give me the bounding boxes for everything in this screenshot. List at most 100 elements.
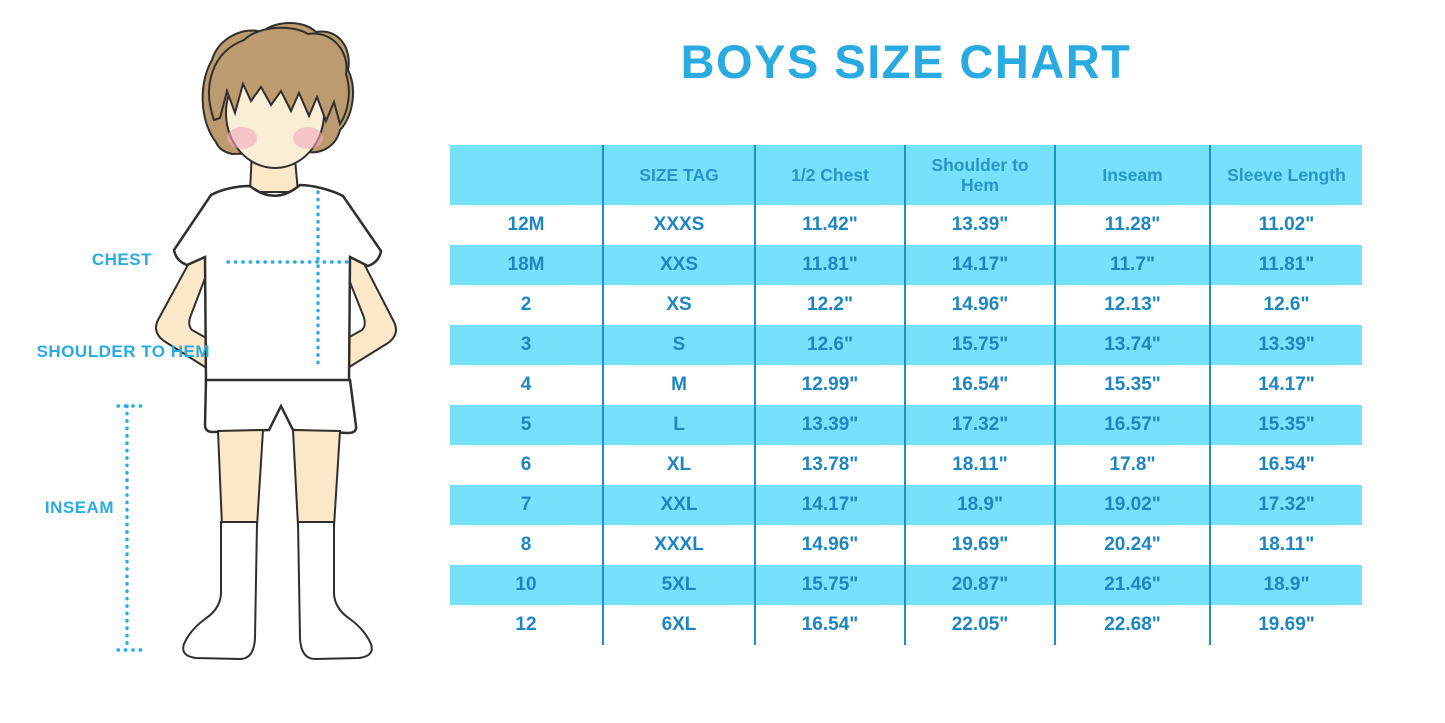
value-cell: 16.54" <box>754 605 905 645</box>
size-cell: 12M <box>450 205 603 245</box>
table-row: 6 XL 13.78" 18.11" 17.8" 16.54" <box>450 445 1362 485</box>
value-cell: 13.39" <box>754 405 905 445</box>
value-cell: 14.17" <box>904 245 1055 285</box>
table-row: 5 L 13.39" 17.32" 16.57" 15.35" <box>450 405 1362 445</box>
table-row: 18M XXS 11.81" 14.17" 11.7" 11.81" <box>450 245 1362 285</box>
value-cell: XXS <box>602 245 755 285</box>
value-cell: 22.68" <box>1054 605 1210 645</box>
size-cell: 2 <box>450 285 603 325</box>
column-header: SIZE TAG <box>602 145 755 205</box>
value-cell: 20.24" <box>1054 525 1210 565</box>
value-cell: 21.46" <box>1054 565 1210 605</box>
column-header: Inseam <box>1054 145 1210 205</box>
value-cell: 13.39" <box>904 205 1055 245</box>
value-cell: 12.13" <box>1054 285 1210 325</box>
value-cell: 12.6" <box>1209 285 1362 325</box>
table-header: SIZE TAG 1/2 Chest Shoulder to Hem Inseam Sl… <box>450 145 1362 205</box>
value-cell: 12.99" <box>754 365 905 405</box>
value-cell: 17.32" <box>1209 485 1362 525</box>
value-cell: 13.78" <box>754 445 905 485</box>
value-cell: L <box>602 405 755 445</box>
value-cell: 11.81" <box>754 245 905 285</box>
shoulder-to-hem-label: SHOULDER TO HEM <box>36 342 210 361</box>
value-cell: 5XL <box>602 565 755 605</box>
size-cell: 10 <box>450 565 603 605</box>
value-cell: 16.54" <box>1209 445 1362 485</box>
table-row: 2 XS 12.2" 14.96" 12.13" 12.6" <box>450 285 1362 325</box>
boy-right-blush <box>293 127 323 149</box>
value-cell: 18.11" <box>904 445 1055 485</box>
value-cell: 18.11" <box>1209 525 1362 565</box>
value-cell: 11.7" <box>1054 245 1210 285</box>
table-header-row: SIZE TAG 1/2 Chest Shoulder to Hem Inseam Sl… <box>450 145 1362 205</box>
value-cell: 18.9" <box>904 485 1055 525</box>
boy-shorts <box>203 378 358 435</box>
value-cell: 12.2" <box>754 285 905 325</box>
value-cell: 14.17" <box>754 485 905 525</box>
boy-right-leg <box>291 428 342 527</box>
boy-left-blush <box>227 127 257 149</box>
value-cell: 17.8" <box>1054 445 1210 485</box>
value-cell: 15.35" <box>1209 405 1362 445</box>
column-header: Sleeve Length <box>1209 145 1362 205</box>
size-cell: 4 <box>450 365 603 405</box>
value-cell: 20.87" <box>904 565 1055 605</box>
column-header: Shoulder to Hem <box>904 145 1055 205</box>
value-cell: 6XL <box>602 605 755 645</box>
value-cell: 13.74" <box>1054 325 1210 365</box>
size-cell: 18M <box>450 245 603 285</box>
value-cell: 13.39" <box>1209 325 1362 365</box>
table-row: 3 S 12.6" 15.75" 13.74" 13.39" <box>450 325 1362 365</box>
page-title: BOYS SIZE CHART <box>680 35 1132 88</box>
value-cell: M <box>602 365 755 405</box>
value-cell: 15.35" <box>1054 365 1210 405</box>
table-body: 12M XXXS 11.42" 13.39" 11.28" 11.02" 18M XXS 11.… <box>450 205 1362 645</box>
inseam-label: INSEAM <box>44 498 114 517</box>
boy-left-sock <box>182 521 259 661</box>
value-cell: S <box>602 325 755 365</box>
size-table: SIZE TAG 1/2 Chest Shoulder to Hem Inseam Sl… <box>450 145 1362 645</box>
size-cell: 7 <box>450 485 603 525</box>
value-cell: XXXS <box>602 205 755 245</box>
value-cell: 12.6" <box>754 325 905 365</box>
table-row: 8 XXXL 14.96" 19.69" 20.24" 18.11" <box>450 525 1362 565</box>
value-cell: 15.75" <box>904 325 1055 365</box>
table-row: 12 6XL 16.54" 22.05" 22.68" 19.69" <box>450 605 1362 645</box>
column-header <box>450 145 603 205</box>
value-cell: 16.57" <box>1054 405 1210 445</box>
value-cell: XXXL <box>602 525 755 565</box>
value-cell: 11.28" <box>1054 205 1210 245</box>
value-cell: 18.9" <box>1209 565 1362 605</box>
value-cell: 14.96" <box>754 525 905 565</box>
value-cell: XL <box>602 445 755 485</box>
value-cell: 17.32" <box>904 405 1055 445</box>
column-header: 1/2 Chest <box>754 145 905 205</box>
value-cell: 19.69" <box>904 525 1055 565</box>
value-cell: XS <box>602 285 755 325</box>
boy-right-sock <box>296 521 373 661</box>
size-cell: 12 <box>450 605 603 645</box>
value-cell: 15.75" <box>754 565 905 605</box>
value-cell: 11.02" <box>1209 205 1362 245</box>
value-cell: 22.05" <box>904 605 1055 645</box>
chest-label: CHEST <box>91 250 152 269</box>
boy-left-leg <box>216 428 265 527</box>
table-row: 10 5XL 15.75" 20.87" 21.46" 18.9" <box>450 565 1362 605</box>
boy-hair-fringe <box>208 26 350 127</box>
value-cell: 14.96" <box>904 285 1055 325</box>
value-cell: 11.81" <box>1209 245 1362 285</box>
size-cell: 3 <box>450 325 603 365</box>
size-cell: 8 <box>450 525 603 565</box>
value-cell: 19.02" <box>1054 485 1210 525</box>
value-cell: 19.69" <box>1209 605 1362 645</box>
boy-measurement-illustration <box>116 22 397 661</box>
value-cell: 16.54" <box>904 365 1055 405</box>
value-cell: 14.17" <box>1209 365 1362 405</box>
value-cell: 11.42" <box>754 205 905 245</box>
boy-tshirt <box>172 183 383 386</box>
size-cell: 5 <box>450 405 603 445</box>
table-row: 12M XXXS 11.42" 13.39" 11.28" 11.02" <box>450 205 1362 245</box>
value-cell: XXL <box>602 485 755 525</box>
size-table-container: SIZE TAG 1/2 Chest Shoulder to Hem Inseam Sl… <box>450 145 1362 645</box>
